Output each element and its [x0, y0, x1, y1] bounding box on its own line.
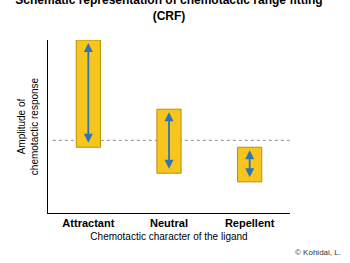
svg-text:© Kohidai, L.: © Kohidai, L.: [295, 248, 341, 257]
svg-text:Neutral: Neutral: [150, 217, 188, 229]
svg-text:Repellent: Repellent: [225, 217, 275, 229]
svg-text:Amplitude ofchemotactic respon: Amplitude ofchemotactic response: [16, 77, 40, 175]
svg-text:Attractant: Attractant: [62, 217, 114, 229]
svg-text:Schematic representation of ch: Schematic representation of chemotactic …: [15, 0, 322, 23]
svg-text:Chemotactic character of the l: Chemotactic character of the ligand: [90, 231, 247, 242]
